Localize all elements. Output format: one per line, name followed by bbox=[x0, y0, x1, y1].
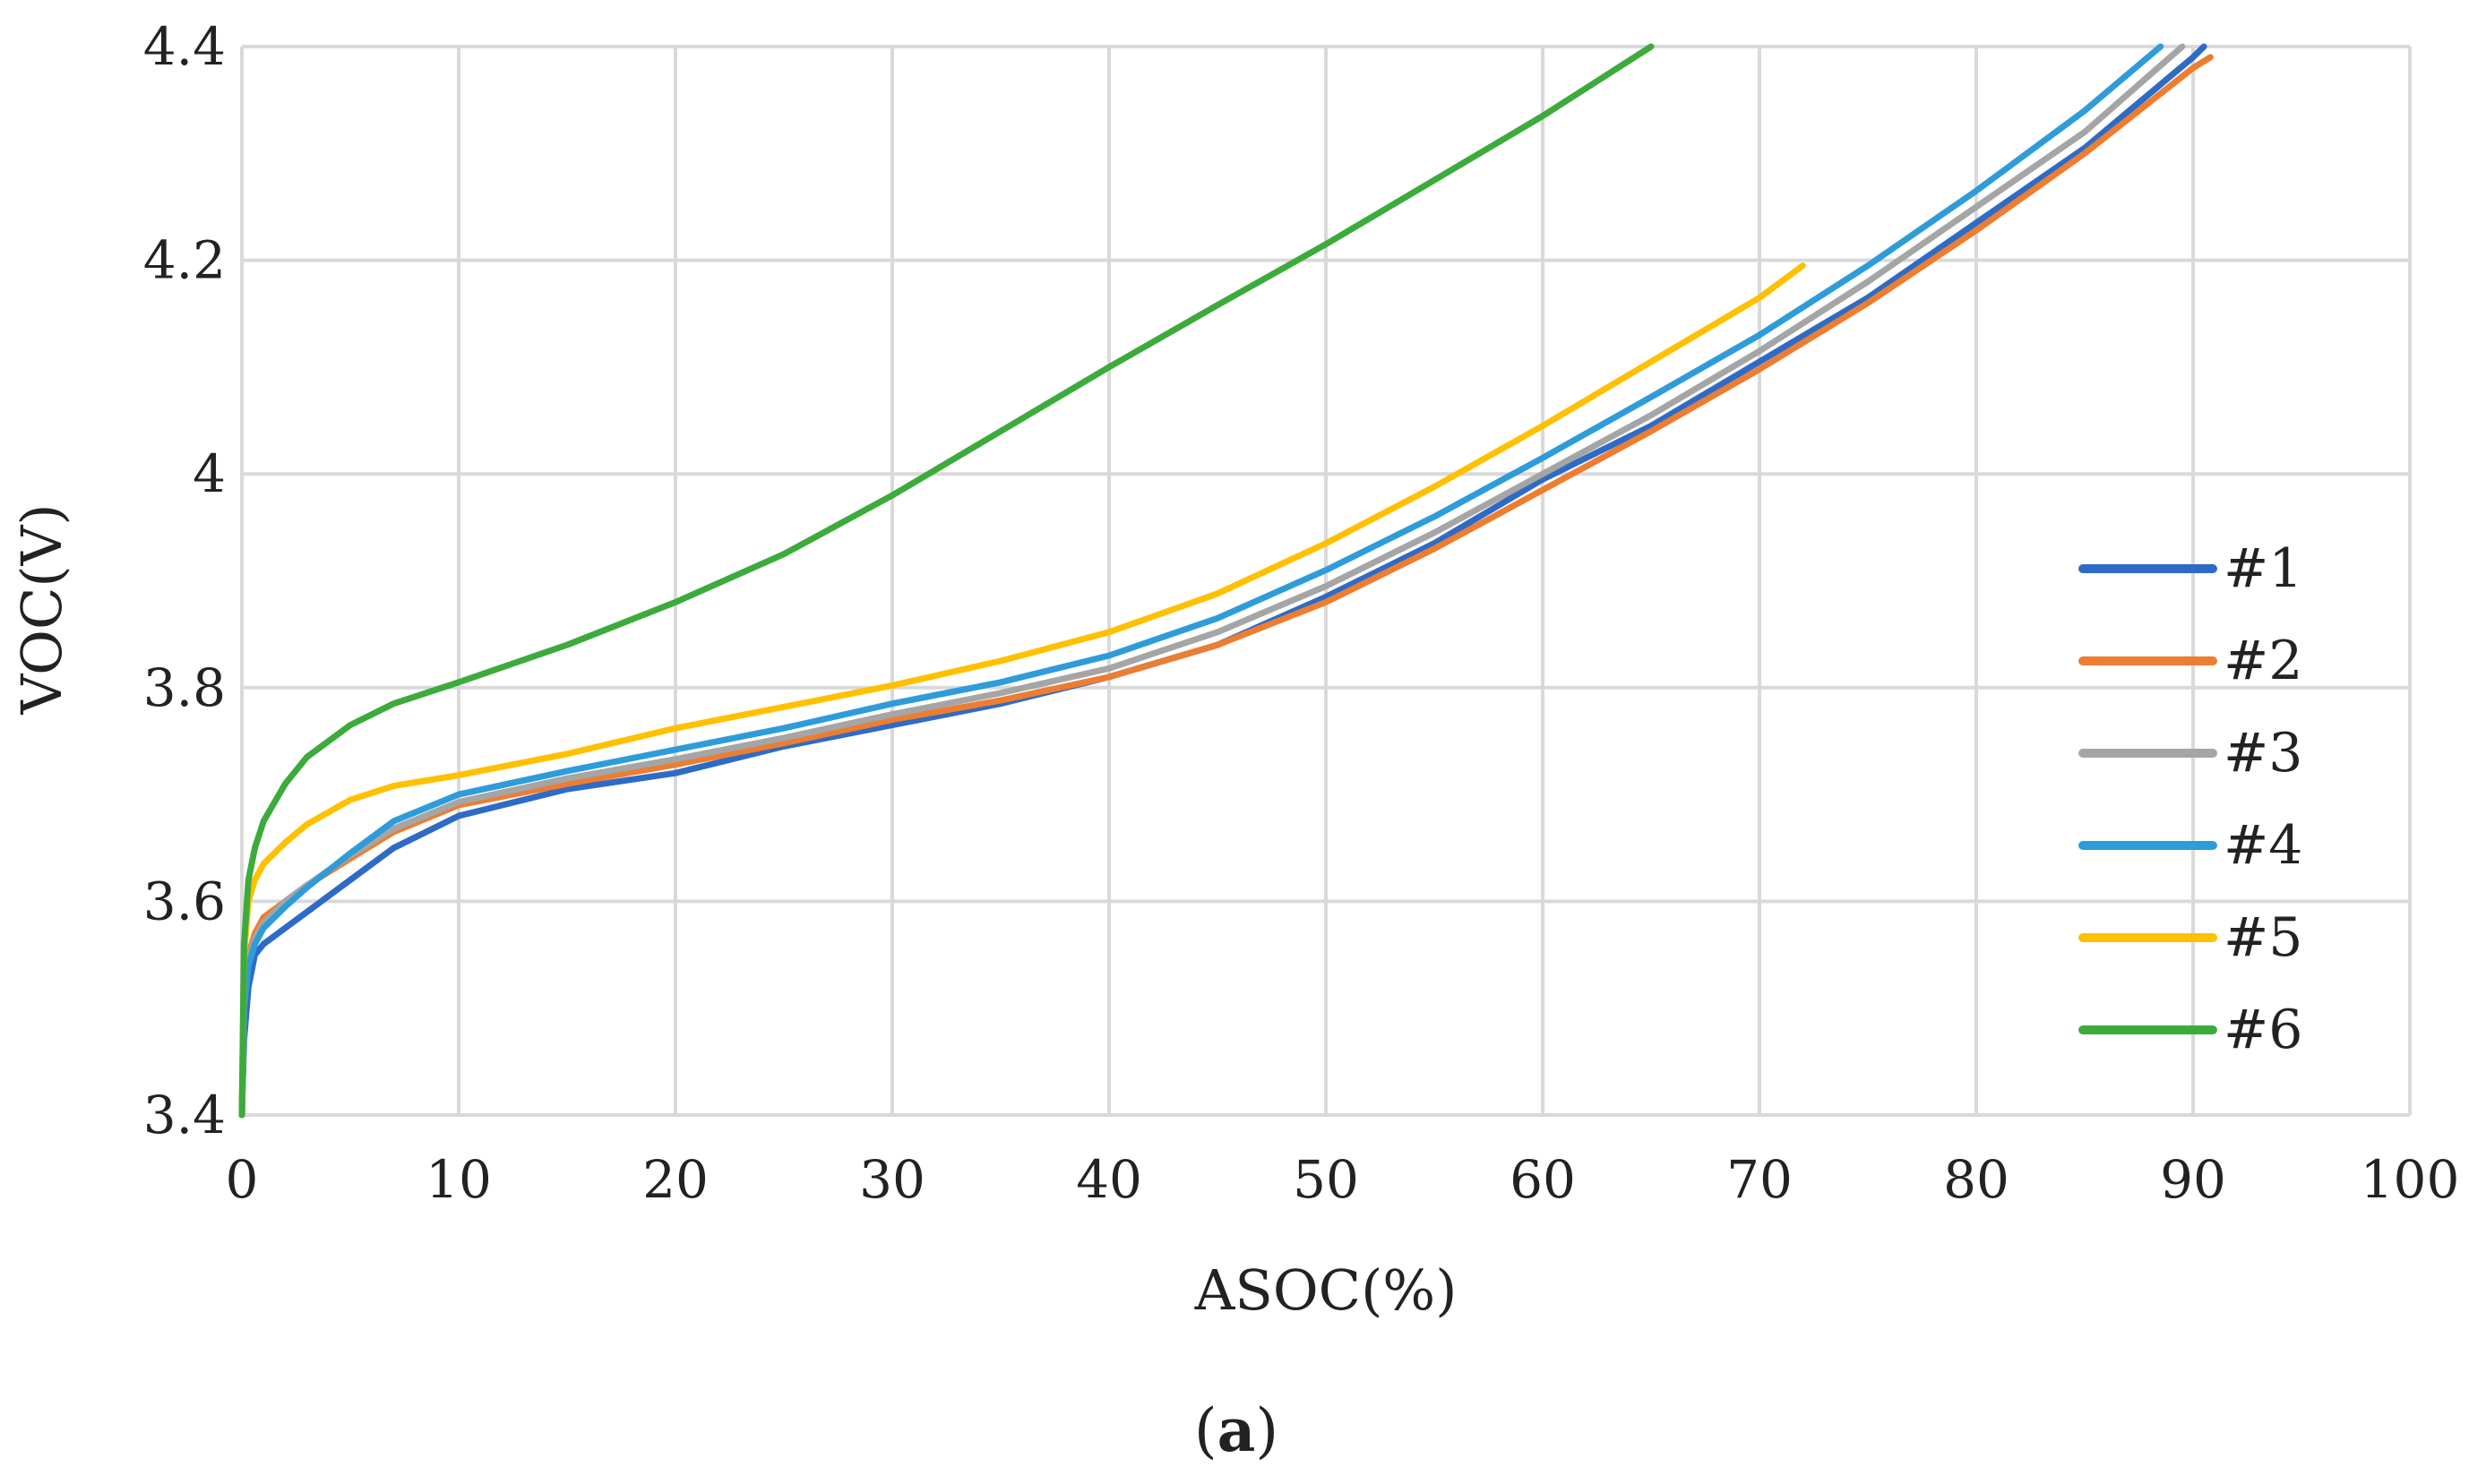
series-line-4 bbox=[238, 43, 2164, 1119]
caption-letter: a bbox=[1217, 1395, 1256, 1465]
x-tick-labels: 0 10 20 30 40 50 60 70 80 90 100 bbox=[226, 1149, 2460, 1210]
y-tick-labels: 3.4 3.6 3.8 4 4.2 4.4 bbox=[143, 16, 226, 1145]
x-tick-label-1: 10 bbox=[426, 1149, 492, 1210]
y-tick-label-0: 3.4 bbox=[143, 1085, 226, 1145]
series-line-1 bbox=[238, 43, 2207, 1119]
y-axis-title: VOC(V) bbox=[9, 503, 74, 715]
x-tick-label-10: 100 bbox=[2361, 1149, 2460, 1210]
y-tick-label-3: 4 bbox=[193, 443, 226, 504]
x-tick-label-4: 40 bbox=[1076, 1149, 1142, 1210]
figure-caption: (a) bbox=[1194, 1395, 1278, 1465]
y-tick-label-4: 4.2 bbox=[143, 230, 226, 291]
legend-label-2: #2 bbox=[2224, 630, 2302, 692]
legend: #1 #2 #3 #4 #5 #6 bbox=[2078, 537, 2302, 1061]
x-tick-label-2: 20 bbox=[642, 1149, 709, 1210]
grid bbox=[240, 45, 2412, 1117]
x-axis-title: ASOC(%) bbox=[1194, 1257, 1458, 1323]
y-tick-label-5: 4.4 bbox=[143, 16, 226, 77]
x-tick-label-3: 30 bbox=[859, 1149, 925, 1210]
caption-close: ) bbox=[1255, 1396, 1278, 1465]
x-tick-label-7: 70 bbox=[1726, 1149, 1793, 1210]
x-tick-label-5: 50 bbox=[1293, 1149, 1359, 1210]
series-line-3 bbox=[238, 43, 2186, 1119]
legend-label-4: #4 bbox=[2224, 814, 2302, 877]
x-tick-label-8: 80 bbox=[1943, 1149, 2009, 1210]
legend-label-1: #1 bbox=[2224, 537, 2302, 600]
series-line-6 bbox=[238, 43, 1655, 1119]
series-group bbox=[238, 43, 2214, 1119]
legend-label-3: #3 bbox=[2224, 722, 2302, 785]
x-tick-label-6: 60 bbox=[1510, 1149, 1576, 1210]
y-tick-label-2: 3.8 bbox=[143, 657, 226, 718]
x-tick-label-9: 90 bbox=[2160, 1149, 2226, 1210]
series-line-5 bbox=[238, 262, 1806, 1119]
y-tick-label-1: 3.6 bbox=[143, 871, 226, 931]
legend-label-5: #5 bbox=[2224, 906, 2302, 969]
caption-open: ( bbox=[1194, 1396, 1217, 1465]
x-tick-label-0: 0 bbox=[226, 1149, 259, 1210]
legend-label-6: #6 bbox=[2224, 999, 2302, 1061]
